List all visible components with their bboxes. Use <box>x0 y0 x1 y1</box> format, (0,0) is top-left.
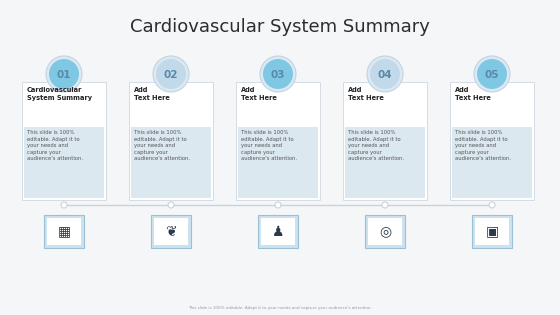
FancyBboxPatch shape <box>131 127 211 198</box>
Circle shape <box>474 56 510 92</box>
Text: 03: 03 <box>270 70 285 79</box>
Text: 01: 01 <box>57 70 71 79</box>
Text: ▣: ▣ <box>486 225 498 238</box>
FancyBboxPatch shape <box>472 215 512 248</box>
Text: Cardiovascular System Summary: Cardiovascular System Summary <box>130 18 430 36</box>
Text: ❦: ❦ <box>165 225 177 238</box>
FancyBboxPatch shape <box>154 218 188 245</box>
FancyBboxPatch shape <box>343 82 427 200</box>
Circle shape <box>275 202 281 208</box>
Text: This slide is 100% editable. Adapt it to your needs and capture your audience's : This slide is 100% editable. Adapt it to… <box>188 306 372 310</box>
FancyBboxPatch shape <box>22 82 106 200</box>
Text: This slide is 100%
editable. Adapt it to
your needs and
capture your
audience's : This slide is 100% editable. Adapt it to… <box>455 130 511 161</box>
Text: ◎: ◎ <box>379 225 391 238</box>
Text: This slide is 100%
editable. Adapt it to
your needs and
capture your
audience's : This slide is 100% editable. Adapt it to… <box>134 130 190 161</box>
Text: 02: 02 <box>164 70 178 79</box>
FancyBboxPatch shape <box>44 215 84 248</box>
Text: This slide is 100%
editable. Adapt it to
your needs and
capture your
audience's : This slide is 100% editable. Adapt it to… <box>348 130 404 161</box>
FancyBboxPatch shape <box>238 127 318 198</box>
FancyBboxPatch shape <box>475 218 509 245</box>
Circle shape <box>49 59 79 89</box>
FancyBboxPatch shape <box>236 82 320 200</box>
FancyBboxPatch shape <box>450 82 534 200</box>
FancyBboxPatch shape <box>258 215 298 248</box>
Text: 05: 05 <box>485 70 500 79</box>
FancyBboxPatch shape <box>365 215 405 248</box>
Circle shape <box>367 56 403 92</box>
Text: This slide is 100%
editable. Adapt it to
your needs and
capture your
audience's : This slide is 100% editable. Adapt it to… <box>27 130 83 161</box>
FancyBboxPatch shape <box>151 215 191 248</box>
Circle shape <box>382 202 388 208</box>
Circle shape <box>153 56 189 92</box>
Text: This slide is 100%
editable. Adapt it to
your needs and
capture your
audience's : This slide is 100% editable. Adapt it to… <box>241 130 297 161</box>
Text: 04: 04 <box>377 70 393 79</box>
FancyBboxPatch shape <box>452 127 532 198</box>
Circle shape <box>489 202 495 208</box>
Text: Add
Text Here: Add Text Here <box>348 87 384 101</box>
Text: ▦: ▦ <box>58 225 71 238</box>
Circle shape <box>477 59 507 89</box>
Circle shape <box>260 56 296 92</box>
Circle shape <box>263 59 293 89</box>
Text: Cardiovascular
System Summary: Cardiovascular System Summary <box>27 87 92 101</box>
Text: Add
Text Here: Add Text Here <box>134 87 170 101</box>
FancyBboxPatch shape <box>368 218 402 245</box>
Circle shape <box>168 202 174 208</box>
Circle shape <box>61 202 67 208</box>
Circle shape <box>370 59 400 89</box>
FancyBboxPatch shape <box>261 218 295 245</box>
FancyBboxPatch shape <box>47 218 81 245</box>
Circle shape <box>46 56 82 92</box>
FancyBboxPatch shape <box>24 127 104 198</box>
Circle shape <box>156 59 186 89</box>
FancyBboxPatch shape <box>345 127 425 198</box>
Text: Add
Text Here: Add Text Here <box>455 87 491 101</box>
FancyBboxPatch shape <box>129 82 213 200</box>
Text: Add
Text Here: Add Text Here <box>241 87 277 101</box>
Text: ♟: ♟ <box>272 225 284 238</box>
